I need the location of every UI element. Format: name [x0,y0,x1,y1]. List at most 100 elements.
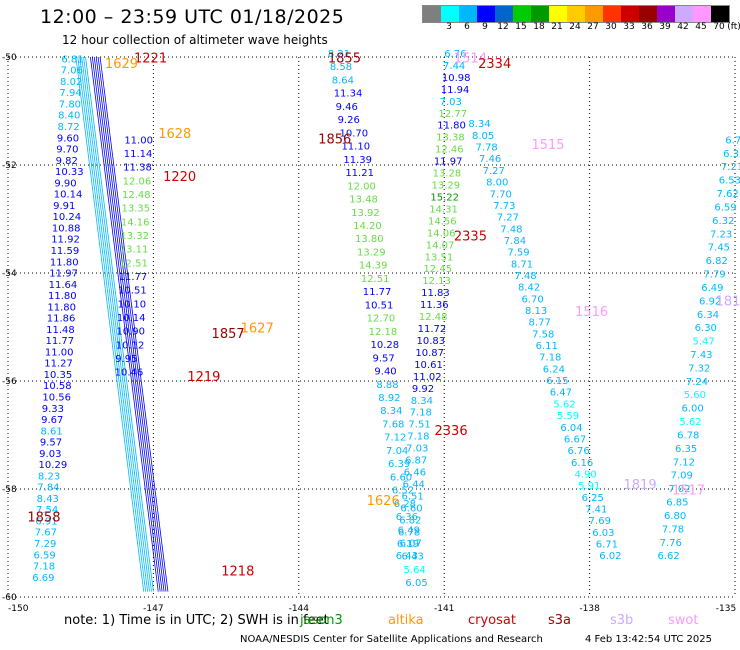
wave-height-value: 6.11 [536,341,558,352]
pass-time-label: 1218 [221,564,254,579]
wave-height-value: 10.51 [118,286,147,297]
wave-height-value: 12.51 [361,274,390,285]
wave-height-value: 6.39 [388,459,410,470]
color-scale-label: 24 [569,22,581,32]
wave-height-value: 9.40 [374,367,396,378]
wave-height-value: 8.77 [529,318,551,329]
wave-height-value: 8.61 [40,426,62,437]
wave-height-value: 7.78 [476,143,498,154]
color-scale-label: 27 [587,22,599,32]
wave-height-value: 6.03 [592,528,614,539]
lon-axis-label: -150 [8,604,29,614]
wave-height-value: 6.60 [400,503,422,514]
wave-height-value: 6.43 [396,551,418,562]
wave-height-value: 8.58 [330,62,352,73]
wave-height-value: 6.02 [599,551,621,562]
lon-axis-label: -147 [143,604,163,614]
wave-height-value: 11.80 [437,121,466,132]
page-title: 12:00 – 23:59 UTC 01/18/2025 [40,6,345,28]
lat-axis-label: -50 [2,53,17,63]
wave-height-value: 6.43 [402,552,424,563]
wave-height-value: 5.62 [679,417,701,428]
wave-height-value: 7.79 [703,270,725,281]
pass-time-label: 2335 [454,230,487,245]
wave-height-value: 7.84 [37,483,59,494]
wave-height-value: 7.03 [406,444,428,455]
wave-height-value: 7.12 [673,457,695,468]
wave-height-value: 7.84 [504,236,526,247]
wave-height-value: 9.82 [56,156,78,167]
wave-height-value: 6.71 [596,540,618,551]
wave-height-value: 8.42 [518,283,540,294]
wave-height-value: 7.48 [514,271,536,282]
wave-height-value: 10.58 [43,381,72,392]
wave-height-value: 7.06 [61,66,83,77]
wave-height-value: 13.35 [121,204,150,215]
wave-height-value: 6.49 [398,525,420,536]
wave-height-value: 6.62 [657,551,679,562]
swath-line [97,56,167,592]
wave-height-value: 6.92 [699,296,721,307]
wave-height-value: 8.64 [332,75,354,86]
wave-height-value: 9.33 [42,404,64,415]
color-swatch [477,6,495,22]
wave-height-value: 8.05 [472,131,494,142]
wave-height-value: 9.91 [53,201,75,212]
wave-height-value: 5.47 [692,337,714,348]
wave-height-value: 6.82 [399,515,421,526]
wave-height-value: 13.80 [355,234,384,245]
wave-height-value: 12.77 [438,109,467,120]
wave-height-value: 11.94 [441,85,470,96]
wave-height-value: 8.23 [38,471,60,482]
wave-height-value: 14.56 [428,216,457,227]
wave-height-value: 11.86 [47,314,76,325]
wave-height-value: 7.62 [717,189,739,200]
wave-height-value: 7.18 [407,432,429,443]
wave-height-value: 7.21 [721,162,740,173]
pass-time-label: 2334 [478,57,511,72]
wave-height-value: 11.48 [46,325,75,336]
color-swatch [441,6,459,22]
wave-height-value: 7.18 [410,408,432,419]
color-scale-label: 9 [482,22,488,32]
wave-height-value: 11.02 [413,372,442,383]
pass-time-label: 1219 [187,370,220,385]
wave-height-value: 10.90 [116,327,145,338]
wave-height-value: 13.11 [120,245,149,256]
wave-height-value: 7.78 [662,524,684,535]
wave-height-value: 10.83 [417,336,446,347]
satellite-altika: altika [388,613,424,628]
wave-height-value: 6.19 [397,539,419,550]
satellite-jason3: jason3 [300,613,343,628]
wave-height-value: 11.27 [44,359,73,370]
wave-height-value: 11.92 [51,235,80,246]
wave-height-value: 6.51 [402,491,424,502]
wave-height-value: 7.23 [710,229,732,240]
wave-height-value: 7.32 [688,363,710,374]
pass-time-label: 1858 [27,510,60,525]
swath-line [77,56,147,592]
wave-height-value: 7.29 [34,539,56,550]
wave-height-value: 8.13 [525,306,547,317]
wave-height-value: 7.54 [36,505,58,516]
wave-height-value: 11.97 [49,269,78,280]
wave-height-value: 6.15 [546,376,568,387]
wave-height-value: 12.06 [123,176,152,187]
wave-height-value: 7.46 [479,154,501,165]
color-swatch [657,6,675,22]
wave-height-value: 6.16 [571,458,593,469]
color-scale-label: 6 [464,22,470,32]
wave-height-value: 11.39 [343,155,372,166]
color-swatch [711,6,729,22]
color-scale-labels: 3 6 9 12 15 18 21 24 27 30 33 36 39 42 45 70 (ft) [422,22,740,34]
pass-time-label: 1626 [367,494,400,509]
wave-height-value: 10.46 [115,368,144,379]
credit-line: NOAA/NESDIS Center for Satellite Applica… [240,634,543,645]
satellite-swot: swot [668,613,699,628]
wave-height-value: 11.10 [341,142,370,153]
color-swatch [567,6,585,22]
wave-height-value: 12.46 [435,145,464,156]
wave-height-value: 6.00 [682,404,704,415]
wave-height-value: 8.34 [411,396,433,407]
wave-height-value: 7.18 [33,562,55,573]
